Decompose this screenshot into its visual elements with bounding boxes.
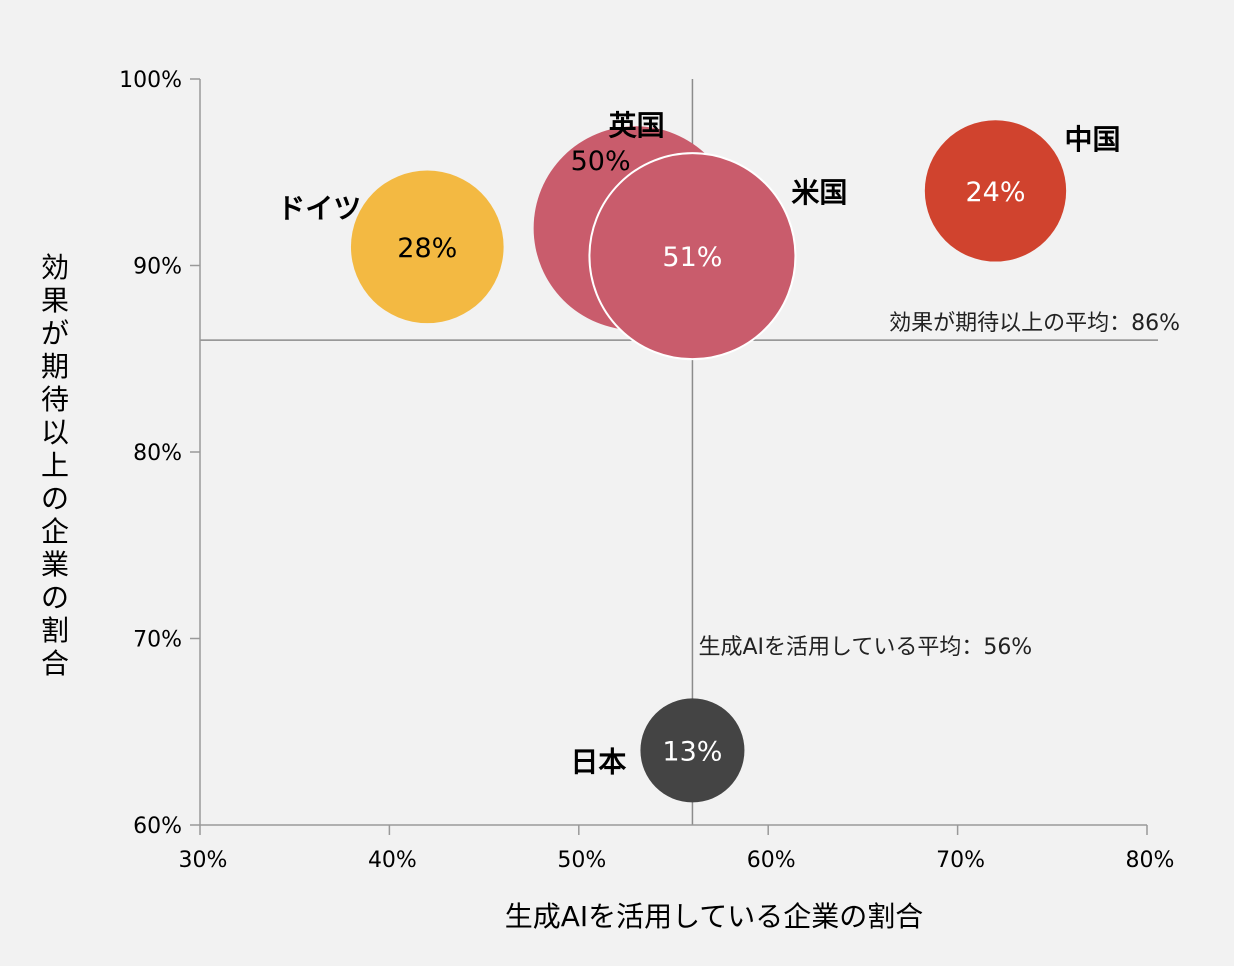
country-label: 日本 bbox=[570, 745, 626, 778]
average-reference-lines: 効果が期待以上の平均：86% 生成AIを活用している平均：56% bbox=[200, 79, 1180, 825]
country-label: ドイツ bbox=[277, 192, 361, 225]
y-tick-label: 80% bbox=[133, 441, 182, 466]
bubble-value-label: 51% bbox=[662, 242, 722, 273]
x-tick-label: 80% bbox=[1126, 848, 1175, 873]
bubble-日本 bbox=[640, 698, 745, 803]
x-tick-label: 60% bbox=[747, 848, 796, 873]
x-tick-label: 40% bbox=[368, 848, 417, 873]
labels: 28% ドイツ 50% 英国 51% 米国 24% 中国 13% 日本 bbox=[277, 109, 1120, 778]
y-average-label: 効果が期待以上の平均：86% bbox=[889, 311, 1180, 336]
x-tick-label: 50% bbox=[557, 848, 606, 873]
y-tick-label: 100% bbox=[119, 68, 182, 93]
bubble-ドイツ bbox=[350, 170, 504, 324]
bubble-value-label: 24% bbox=[965, 177, 1025, 208]
x-tick-label: 70% bbox=[936, 848, 985, 873]
y-tick-label: 70% bbox=[133, 628, 182, 653]
axes: 60% 70% 80% 90% 100% 30% 40% 50% 60% 70% 80% bbox=[119, 68, 1174, 873]
bubbles bbox=[350, 120, 1067, 803]
x-average-label: 生成AIを活用している平均：56% bbox=[698, 635, 1032, 660]
country-label: 中国 bbox=[1064, 123, 1120, 156]
y-tick-label: 90% bbox=[133, 255, 182, 280]
bubble-中国 bbox=[924, 120, 1067, 262]
bubble-value-label: 28% bbox=[397, 233, 457, 264]
bubble-value-label: 50% bbox=[571, 146, 631, 177]
y-tick-label: 60% bbox=[133, 814, 182, 839]
country-label: 英国 bbox=[609, 109, 665, 142]
y-axis-title: 効果が期待以上の企業の割合 bbox=[41, 251, 69, 680]
bubble-米国 bbox=[588, 152, 797, 361]
country-label: 米国 bbox=[791, 176, 847, 209]
x-tick-label: 30% bbox=[179, 848, 228, 873]
x-axis-title: 生成AIを活用している企業の割合 bbox=[505, 900, 924, 933]
bubble-value-label: 13% bbox=[662, 736, 722, 767]
